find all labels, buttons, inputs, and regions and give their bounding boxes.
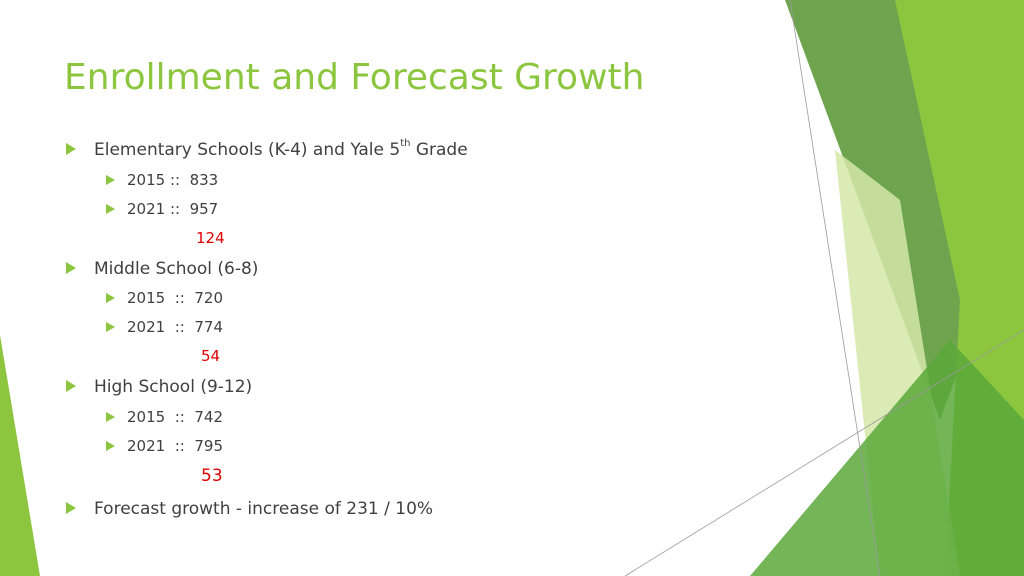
enrollment-value: 2021 :: 774: [127, 318, 223, 336]
triangle-right-icon: [66, 143, 76, 155]
triangle-right-icon: [106, 321, 115, 332]
triangle-right-icon: [106, 174, 115, 185]
section-label: High School (9-12): [94, 377, 253, 397]
triangle-right-icon: [66, 262, 76, 274]
section-label: Middle School (6-8): [94, 259, 259, 279]
decor-line-2: [624, 329, 1024, 576]
difference-value: 54: [201, 347, 221, 365]
section-label: Elementary Schools (K-4) and Yale 5: [94, 140, 401, 160]
list-item: 2015 :: 742: [106, 407, 223, 427]
triangle-right-icon: [106, 203, 115, 214]
page-title: Enrollment and Forecast Growth: [64, 57, 645, 98]
list-item: 2021 :: 795: [106, 436, 223, 456]
list-item: 2021 :: 957: [106, 199, 218, 219]
triangle-right-icon: [66, 380, 76, 392]
list-item: 2015 :: 833: [106, 170, 218, 190]
section-header-elementary: Elementary Schools (K-4) and Yale 5th Gr…: [66, 139, 468, 161]
left-decor-shape: [0, 335, 40, 576]
list-item: 2015 :: 720: [106, 288, 223, 308]
enrollment-value: 2015 :: 833: [127, 171, 219, 189]
section-label-superscript: th: [400, 138, 411, 150]
difference-value: 124: [196, 229, 225, 247]
enrollment-value: 2021 :: 795: [127, 437, 223, 455]
summary-line: Forecast growth - increase of 231 / 10%: [66, 498, 433, 520]
enrollment-value: 2015 :: 720: [127, 289, 223, 307]
triangle-right-icon: [106, 411, 115, 422]
decor-line-1: [789, 0, 881, 576]
section-header-high: High School (9-12): [66, 376, 252, 398]
enrollment-value: 2021 :: 957: [127, 200, 219, 218]
difference-value: 53: [201, 466, 223, 486]
triangle-right-icon: [106, 292, 115, 303]
triangle-right-icon: [106, 440, 115, 451]
summary-text: Forecast growth - increase of 231 / 10%: [94, 499, 434, 519]
enrollment-value: 2015 :: 742: [127, 408, 223, 426]
bottom-decor-wedge: [750, 340, 1024, 576]
section-header-middle: Middle School (6-8): [66, 258, 258, 280]
list-item: 2021 :: 774: [106, 317, 223, 337]
section-label-suffix: Grade: [410, 140, 468, 160]
triangle-right-icon: [66, 502, 76, 514]
